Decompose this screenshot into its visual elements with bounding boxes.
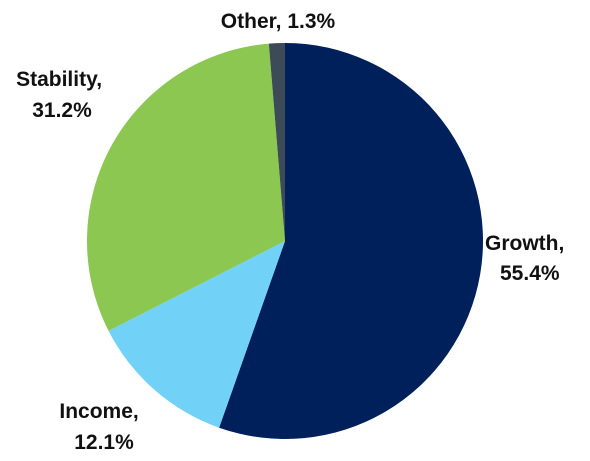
label-stability: Stability, 31.2% <box>16 68 108 122</box>
label-other-name: Other, 1.3% <box>221 10 336 33</box>
label-growth-name: Growth, <box>485 232 564 255</box>
label-stability-value: 31.2% <box>32 99 92 122</box>
label-growth-value: 55.4% <box>500 262 560 285</box>
pie-slice-stability <box>86 43 285 331</box>
label-income-name: Income, <box>59 400 138 423</box>
label-growth: Growth, 55.4% <box>485 232 570 285</box>
label-income: Income, 12.1% <box>59 400 144 454</box>
pie-slice-income <box>108 241 285 428</box>
label-income-value: 12.1% <box>74 431 134 454</box>
pie-slice-other <box>268 43 285 241</box>
label-other: Other, 1.3% <box>221 10 336 33</box>
pie-slices <box>86 43 484 439</box>
label-stability-name: Stability, <box>16 68 102 91</box>
pie-slice-growth <box>219 43 484 439</box>
